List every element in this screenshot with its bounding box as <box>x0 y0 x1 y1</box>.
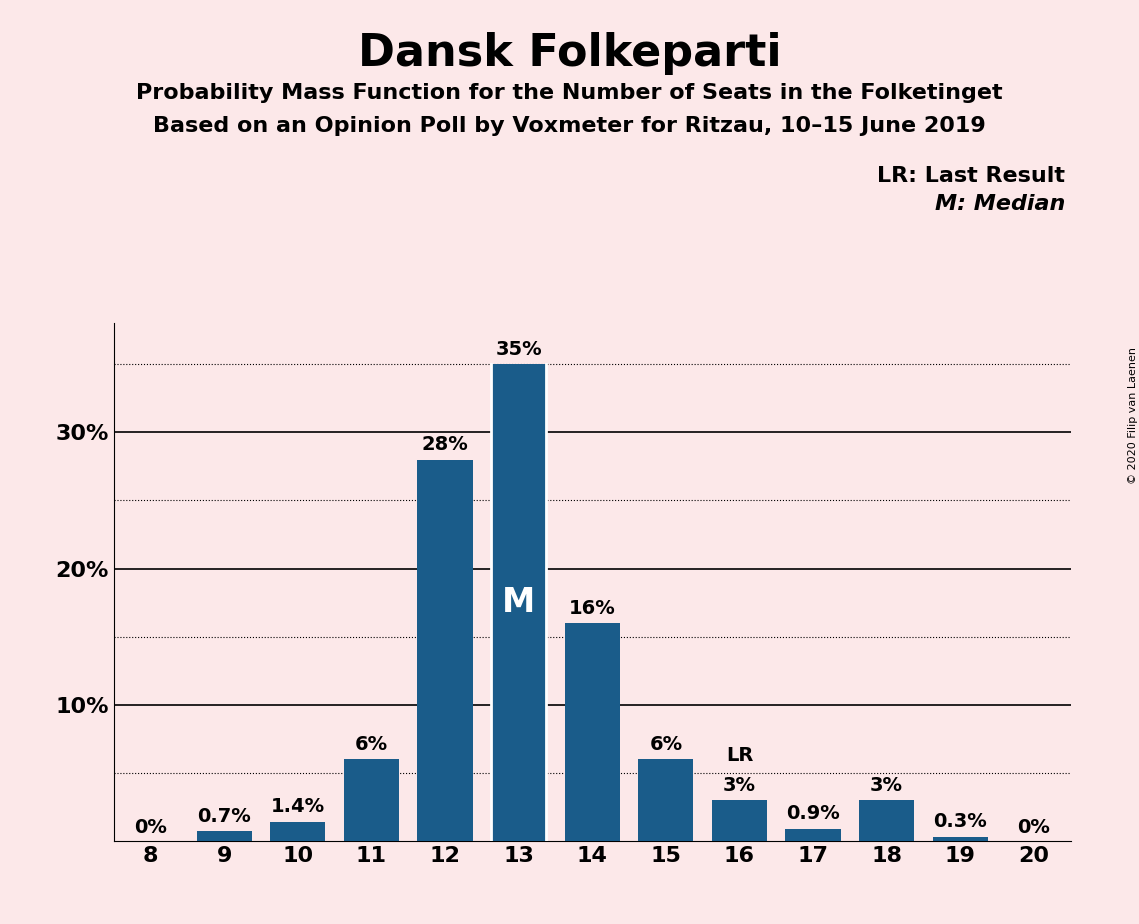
Text: M: M <box>502 586 535 619</box>
Bar <box>638 760 694 841</box>
Bar <box>712 800 767 841</box>
Text: 28%: 28% <box>421 435 468 454</box>
Text: 0.3%: 0.3% <box>933 812 988 832</box>
Text: 35%: 35% <box>495 340 542 359</box>
Text: 0%: 0% <box>1017 819 1050 837</box>
Text: 3%: 3% <box>723 775 756 795</box>
Text: Probability Mass Function for the Number of Seats in the Folketinget: Probability Mass Function for the Number… <box>137 83 1002 103</box>
Bar <box>786 829 841 841</box>
Text: 6%: 6% <box>355 735 388 754</box>
Text: LR: LR <box>726 746 753 764</box>
Bar <box>418 459 473 841</box>
Bar <box>933 837 988 841</box>
Text: LR: Last Result: LR: Last Result <box>877 166 1065 187</box>
Text: 0.7%: 0.7% <box>197 807 252 826</box>
Text: 3%: 3% <box>870 775 903 795</box>
Bar <box>491 364 547 841</box>
Bar <box>344 760 399 841</box>
Text: 16%: 16% <box>568 599 616 617</box>
Text: 1.4%: 1.4% <box>271 797 325 816</box>
Text: Dansk Folkeparti: Dansk Folkeparti <box>358 32 781 76</box>
Bar <box>859 800 915 841</box>
Text: 0%: 0% <box>134 819 167 837</box>
Text: M: Median: M: Median <box>935 194 1065 214</box>
Bar <box>197 832 252 841</box>
Bar <box>565 623 620 841</box>
Bar <box>270 821 326 841</box>
Text: © 2020 Filip van Laenen: © 2020 Filip van Laenen <box>1129 347 1138 484</box>
Text: 6%: 6% <box>649 735 682 754</box>
Text: 0.9%: 0.9% <box>786 804 839 823</box>
Text: Based on an Opinion Poll by Voxmeter for Ritzau, 10–15 June 2019: Based on an Opinion Poll by Voxmeter for… <box>153 116 986 136</box>
